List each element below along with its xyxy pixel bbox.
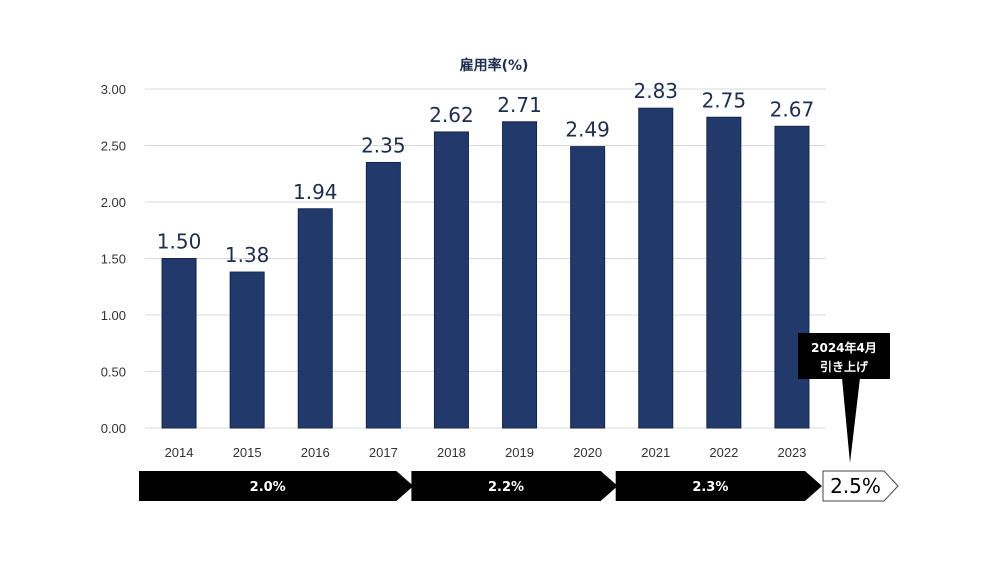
future-rate-label: 2.5% (830, 474, 881, 498)
callout-pointer (842, 378, 860, 463)
bar (638, 107, 674, 429)
x-tick-label: 2018 (437, 445, 466, 460)
rate-period-label: 2.0% (250, 480, 286, 495)
bar-value-label: 2.67 (770, 97, 815, 121)
x-tick-label: 2021 (641, 445, 670, 460)
bar (161, 258, 197, 429)
bar (433, 131, 469, 429)
y-tick-label: 1.50 (101, 252, 126, 267)
x-tick-label: 2015 (233, 445, 262, 460)
bars: 1.50 1.38 1.94 2.35 2.62 2.71 2.49 2.83 2.75 2.67 (157, 79, 815, 429)
bar-value-label: 2.71 (497, 93, 542, 117)
y-tick-label: 0.50 (101, 365, 126, 380)
bar (570, 146, 606, 429)
x-tick-label: 2016 (301, 445, 330, 460)
x-tick-label: 2017 (369, 445, 398, 460)
future-rate-arrow (822, 470, 899, 502)
bar (297, 208, 333, 429)
bar-value-label: 1.50 (157, 230, 202, 254)
bar-value-label: 1.94 (293, 180, 338, 204)
y-axis: 0.00 0.50 1.00 1.50 2.00 2.50 3.00 (101, 82, 126, 436)
callout-line1: 2024年4月 (811, 340, 877, 355)
x-tick-label: 2023 (777, 445, 806, 460)
chart-title: 雇用率(%) (460, 57, 529, 74)
x-tick-label: 2014 (165, 445, 194, 460)
x-tick-label: 2022 (709, 445, 738, 460)
bar (706, 116, 742, 429)
bar (365, 161, 401, 429)
y-tick-label: 2.50 (101, 139, 126, 154)
rate-timeline: 2.0% 2.2% 2.3% 2.5% (139, 470, 899, 502)
y-tick-label: 0.00 (101, 421, 126, 436)
bar-value-label: 2.83 (633, 79, 678, 103)
bar (502, 121, 538, 429)
rate-period-arrow (615, 471, 822, 501)
bar-value-label: 2.75 (702, 88, 747, 112)
bar-value-label: 1.38 (225, 243, 270, 267)
y-tick-label: 3.00 (101, 82, 126, 97)
bar-value-label: 2.35 (361, 133, 406, 157)
bar-value-label: 2.49 (565, 118, 610, 142)
rate-period-arrow (139, 471, 414, 501)
rate-period-label: 2.2% (488, 480, 524, 495)
x-axis: 2014 2015 2016 2017 2018 2019 2020 2021 2022 2023 (165, 445, 807, 460)
y-tick-label: 1.00 (101, 308, 126, 323)
bar-value-label: 2.62 (429, 103, 474, 127)
bar (774, 125, 810, 429)
callout-line2: 引き上げ (820, 359, 869, 374)
rate-period-label: 2.3% (692, 480, 728, 495)
y-tick-label: 2.00 (101, 195, 126, 210)
x-tick-label: 2019 (505, 445, 534, 460)
rate-period-arrow (411, 471, 618, 501)
callout-box (798, 333, 890, 379)
x-tick-label: 2020 (573, 445, 602, 460)
bar (229, 271, 265, 429)
